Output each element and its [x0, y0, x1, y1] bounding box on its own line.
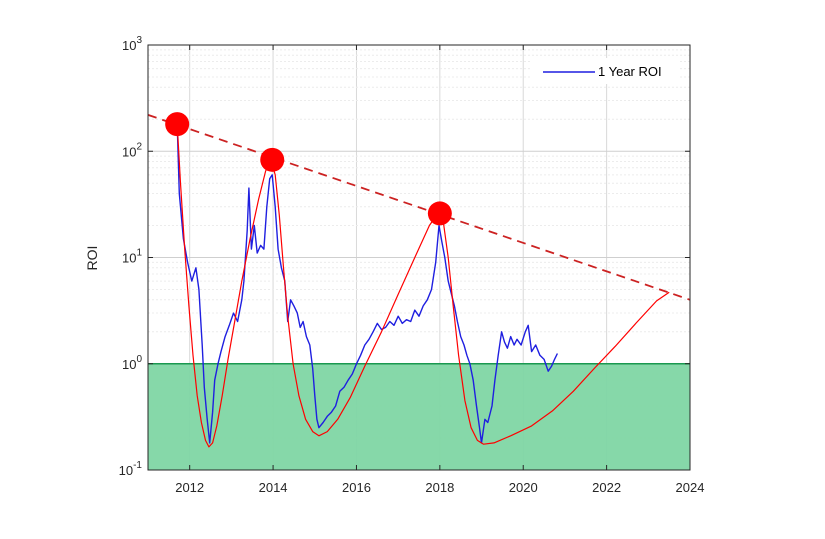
- x-tick-label: 2020: [509, 480, 538, 495]
- x-axis: 2012 2014 2016 2018 2020 2022 2024: [175, 45, 704, 495]
- peak-markers: [165, 112, 452, 226]
- x-tick-label: 2012: [175, 480, 204, 495]
- trend-layer: [148, 114, 690, 301]
- legend-box: [532, 58, 680, 84]
- x-tick-label: 2016: [342, 480, 371, 495]
- peak-marker: [427, 201, 452, 226]
- x-tick-label: 2018: [425, 480, 454, 495]
- y-tick-label: 102: [122, 141, 142, 159]
- below-break-even-region: [148, 363, 690, 470]
- peak-marker: [260, 147, 285, 172]
- legend-label: 1 Year ROI: [598, 64, 662, 79]
- y-tick-label: 10-1: [119, 460, 143, 478]
- legend: 1 Year ROI: [532, 58, 680, 84]
- shaded-region: [148, 363, 690, 470]
- x-tick-label: 2014: [259, 480, 288, 495]
- peak-trend-line: [148, 114, 690, 301]
- series-fit-curve: [176, 124, 670, 448]
- y-tick-label: 103: [122, 35, 142, 53]
- series-1-year-roi: [176, 124, 559, 444]
- y-tick-label: 101: [122, 248, 142, 266]
- peak-marker: [165, 112, 190, 137]
- y-tick-label: 100: [122, 354, 142, 372]
- y-axis: 10-1 100 101 102 103: [119, 35, 690, 478]
- x-tick-label: 2024: [676, 480, 705, 495]
- y-axis-label: ROI: [84, 246, 100, 271]
- series-layer: [176, 124, 670, 448]
- x-tick-label: 2022: [592, 480, 621, 495]
